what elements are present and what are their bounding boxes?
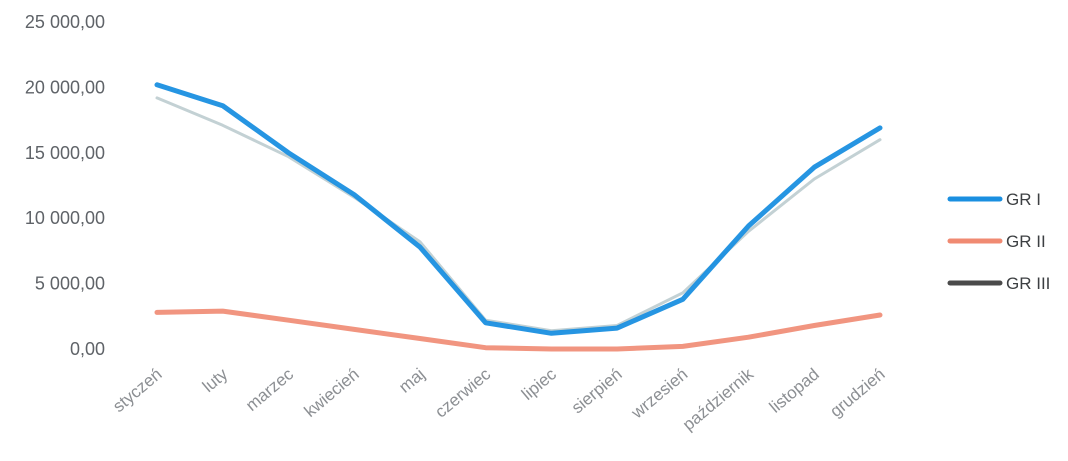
y-tick-label: 20 000,00 <box>25 77 105 97</box>
x-tick-label: maj <box>395 365 428 397</box>
x-tick-label: grudzień <box>826 365 888 421</box>
x-tick-label: czerwiec <box>431 364 494 421</box>
y-tick-label: 15 000,00 <box>25 143 105 163</box>
x-tick-label: lipiec <box>518 364 560 404</box>
x-axis: styczeń luty marzec kwiecień maj czerwiec lipi… <box>109 364 888 434</box>
x-tick-label: styczeń <box>109 365 165 417</box>
legend-item: GR I <box>947 190 1041 209</box>
x-tick-label: luty <box>199 364 232 396</box>
x-tick-label: listopad <box>766 365 823 417</box>
x-tick-label: sierpień <box>568 365 626 418</box>
series-line-gr-ii <box>154 308 883 352</box>
legend-item: GR II <box>947 232 1046 251</box>
x-tick-label: kwiecień <box>301 365 363 421</box>
y-tick-label: 0,00 <box>70 339 105 359</box>
y-tick-label: 5 000,00 <box>35 274 105 294</box>
series-line-gr-iii <box>155 96 882 333</box>
x-tick-label: październik <box>679 364 757 434</box>
series-line-gr-i <box>154 82 883 336</box>
legend-item: GR III <box>947 274 1050 293</box>
y-axis: 25 000,00 20 000,00 15 000,00 10 000,00 5 00… <box>25 12 105 359</box>
x-tick-label: wrzesień <box>627 365 691 423</box>
legend: GR I GR II GR III <box>947 190 1050 293</box>
legend-label: GR II <box>1006 232 1046 251</box>
legend-label: GR III <box>1006 274 1050 293</box>
y-tick-label: 25 000,00 <box>25 12 105 32</box>
y-tick-label: 10 000,00 <box>25 208 105 228</box>
x-tick-label: marzec <box>242 364 297 415</box>
legend-label: GR I <box>1006 190 1041 209</box>
series-layer <box>154 82 883 352</box>
